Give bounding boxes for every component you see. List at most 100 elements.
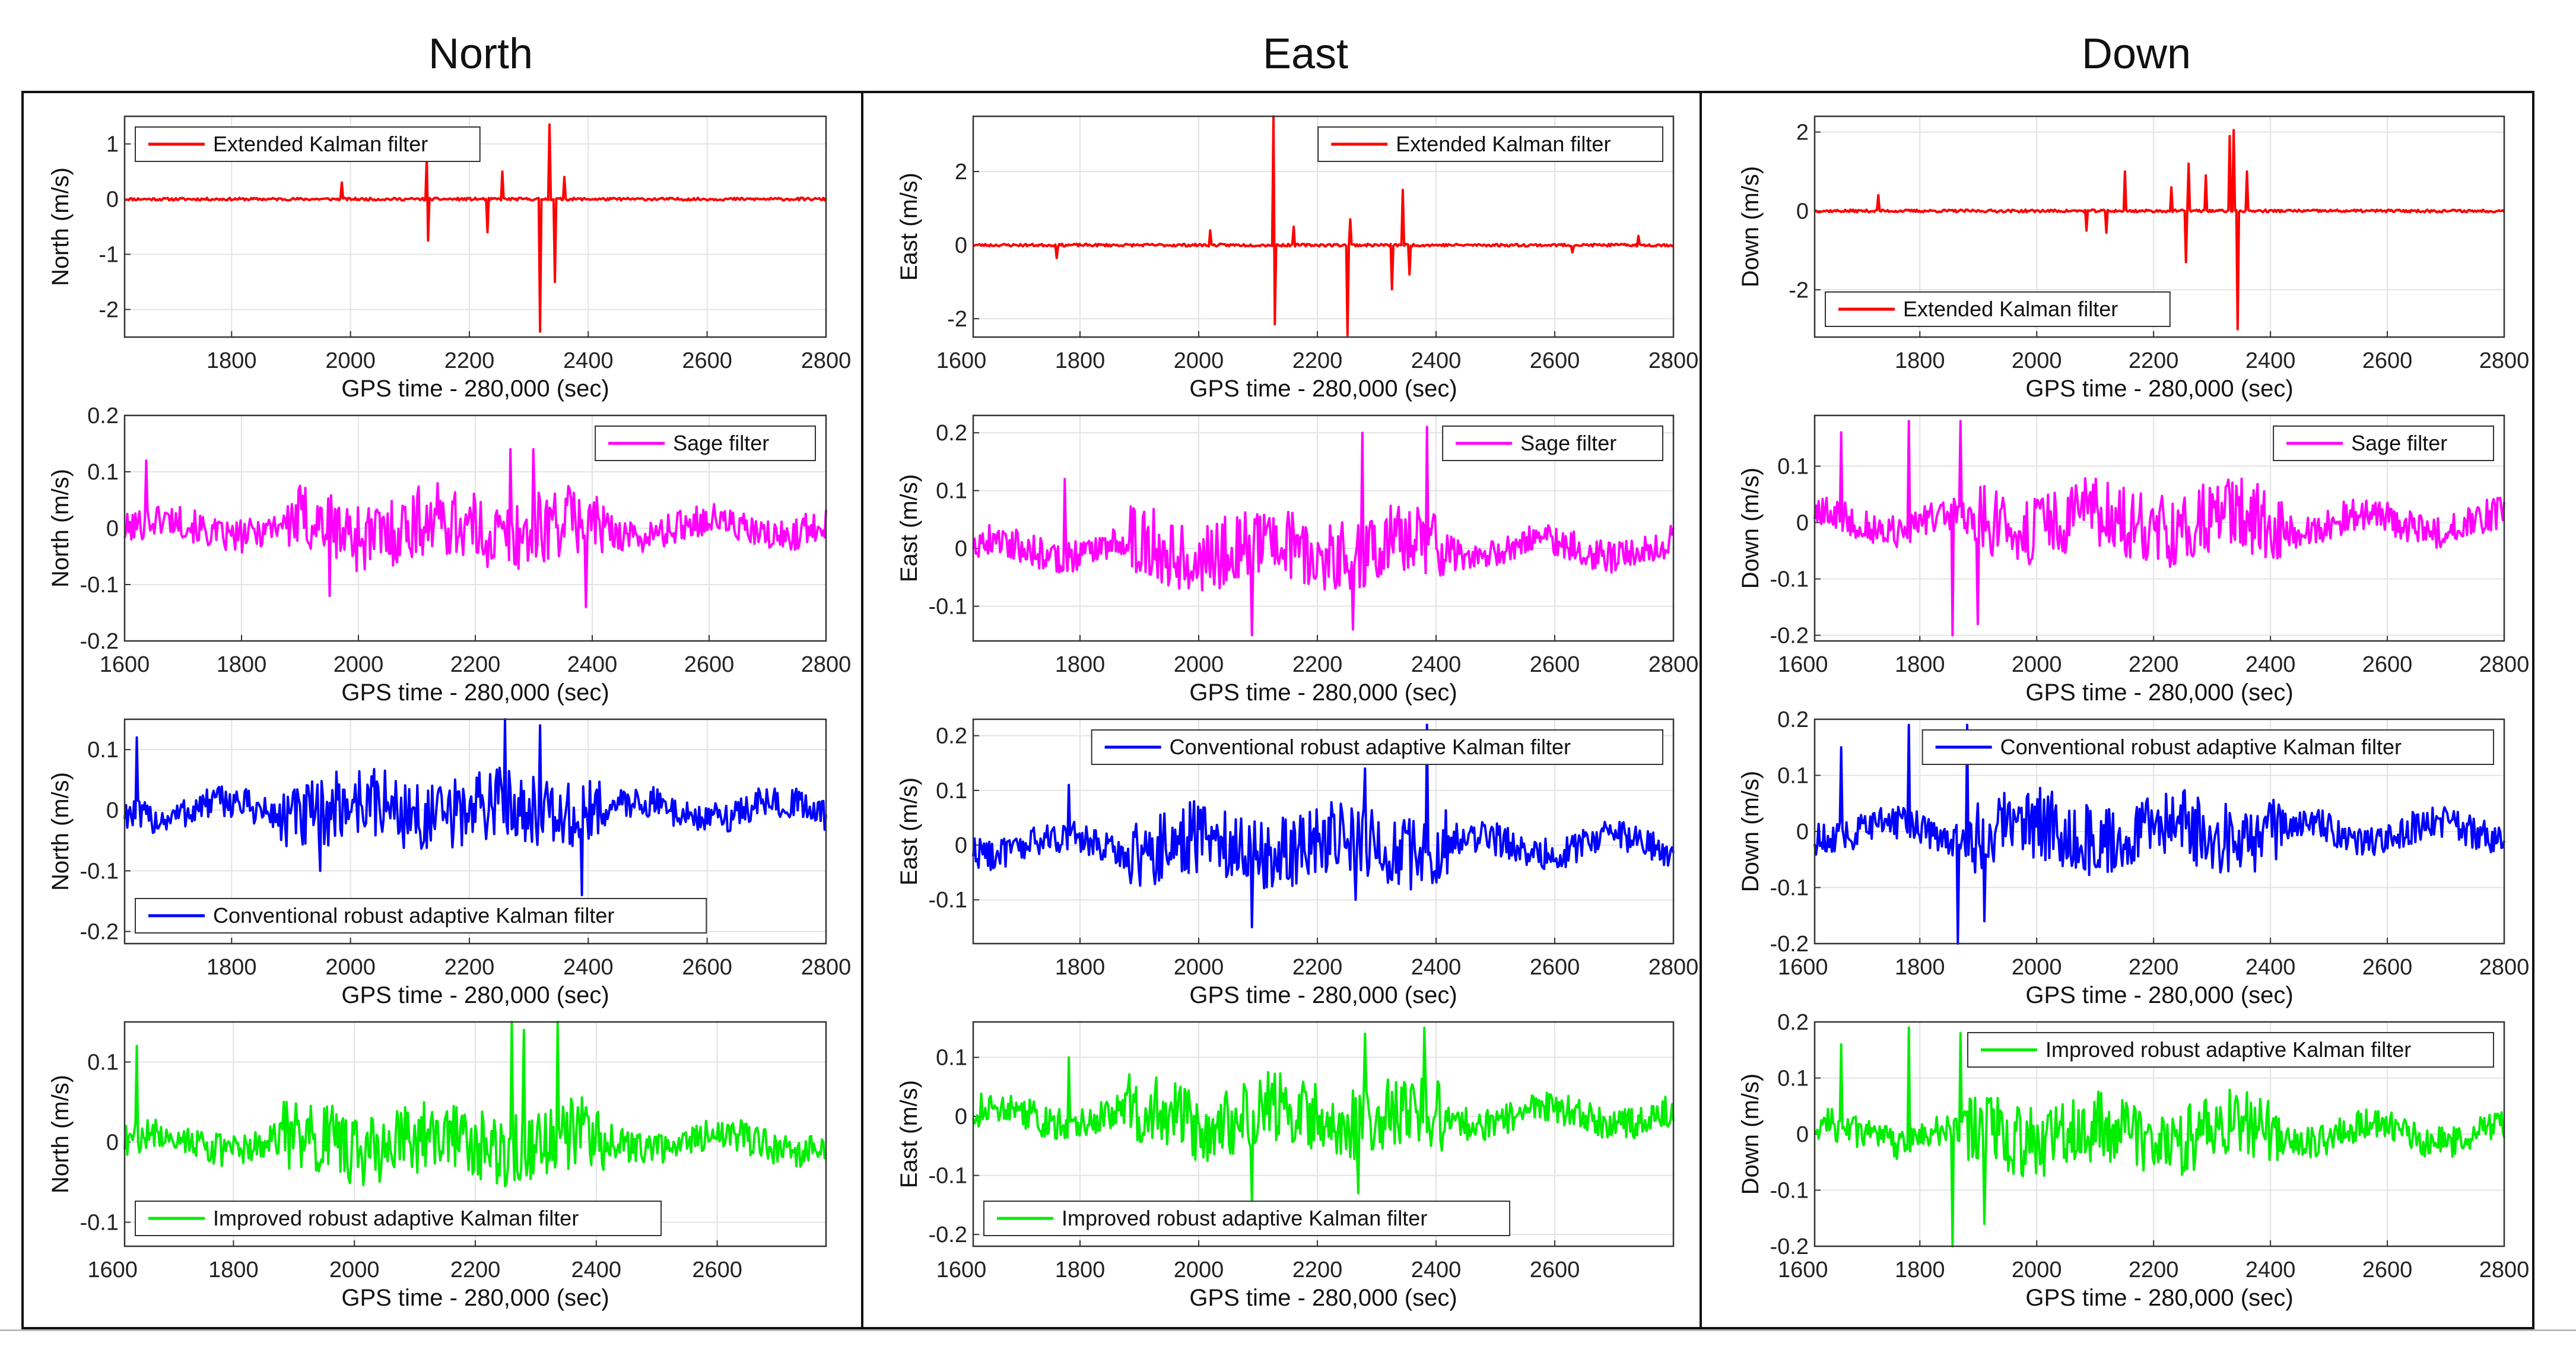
x-tick-label: 1600: [87, 1258, 138, 1282]
series-line: [123, 718, 827, 897]
y-tick-label: -2: [99, 298, 119, 323]
chart-panel-north-0: 1800 2000 2200 2400 2600 2800 -2 -1 0 1 GPS time -…: [47, 115, 852, 402]
x-tick-label: 2600: [1530, 1258, 1580, 1282]
y-axis-label: East (m/s): [896, 173, 922, 281]
y-tick-label: 0.1: [1777, 764, 1809, 789]
series-line: [972, 723, 1675, 929]
x-tick-label: 2200: [2129, 348, 2179, 373]
axes-box: [972, 1021, 1675, 1247]
column-divider: [1700, 91, 1702, 1329]
x-tick-label: 2200: [2129, 1258, 2179, 1282]
x-tick-label: 2400: [1411, 348, 1462, 373]
chart-panel-north-2: 1800 2000 2200 2400 2600 2800 -0.2 -0.1 0 0.1 GPS …: [47, 718, 851, 1008]
x-tick-label: 1600: [1778, 652, 1828, 677]
y-tick-label: 0.2: [87, 404, 119, 428]
x-tick-label: 1600: [1778, 1258, 1828, 1282]
x-tick-label: 2800: [801, 652, 852, 677]
y-tick-label: 0.1: [87, 460, 119, 485]
y-tick-label: -0.1: [80, 573, 119, 598]
y-tick-label: -2: [947, 307, 967, 332]
legend-box: [1967, 1032, 2494, 1068]
series-line: [1813, 129, 2505, 331]
x-tick-label: 1800: [207, 348, 257, 373]
x-tick-label: 2000: [325, 348, 376, 373]
legend-label: Sage filter: [1520, 431, 1616, 455]
x-tick-label: 2800: [1648, 348, 1699, 373]
x-tick-label: 2800: [2479, 348, 2530, 373]
chart-panel-down-2: 1600 1800 2000 2200 2400 2600 2800 -0.2 -0.1 0 0.1…: [1738, 707, 2529, 1008]
legend-label: Improved robust adaptive Kalman filter: [2045, 1037, 2411, 1062]
x-tick-label: 2200: [2129, 652, 2179, 677]
y-tick-label: -0.1: [929, 888, 967, 913]
y-tick-label: 0: [106, 188, 119, 212]
y-tick-label: 0.2: [1777, 707, 1809, 732]
series-line: [123, 448, 827, 608]
column-title-east: East: [1262, 30, 1349, 78]
series-line: [973, 115, 1675, 336]
legend-box: [135, 1201, 662, 1236]
y-tick-label: 2: [1796, 120, 1809, 145]
y-tick-label: 0: [1796, 511, 1809, 536]
x-tick-label: 1800: [207, 955, 257, 980]
series-line: [124, 123, 827, 333]
y-axis-label: Down (m/s): [1738, 468, 1764, 589]
y-tick-label: 0.1: [1777, 455, 1809, 480]
x-tick-label: 2600: [2362, 955, 2413, 980]
chart-panel-down-1: 1600 1800 2000 2200 2400 2600 2800 -0.2 -0.1 0 0.1…: [1738, 414, 2530, 706]
y-tick-label: -0.2: [929, 1223, 967, 1247]
x-axis-label: GPS time - 280,000 (sec): [1189, 376, 1457, 402]
legend-label: Sage filter: [673, 431, 769, 455]
axes-box: [1813, 414, 2505, 642]
y-tick-label: 2: [955, 160, 967, 185]
x-tick-label: 2000: [2012, 955, 2062, 980]
y-tick-label: -0.1: [929, 595, 967, 620]
chart-panel-north-3: 1600 1800 2000 2200 2400 2600 -0.1 0 0.1 GPS time…: [47, 1021, 827, 1311]
legend-box: [135, 126, 481, 162]
x-tick-label: 2000: [1174, 955, 1224, 980]
x-tick-label: 2400: [2245, 955, 2296, 980]
x-tick-label: 1800: [1895, 652, 1945, 677]
x-axis-label: GPS time - 280,000 (sec): [341, 1285, 609, 1311]
y-axis-label: North (m/s): [47, 1075, 74, 1193]
legend-label: Conventional robust adaptive Kalman filt…: [213, 903, 614, 928]
x-tick-label: 2800: [2479, 652, 2530, 677]
y-tick-label: 0.2: [1777, 1010, 1809, 1035]
x-tick-label: 2400: [563, 348, 614, 373]
x-tick-label: 2200: [450, 652, 501, 677]
x-tick-label: 2200: [2129, 955, 2179, 980]
chart-panel-east-3: 1600 1800 2000 2200 2400 2600 -0.2 -0.1 0 0.1 GPS …: [896, 1021, 1675, 1311]
x-tick-label: 2800: [801, 348, 852, 373]
x-tick-label: 2000: [2012, 348, 2062, 373]
x-axis-label: GPS time - 280,000 (sec): [341, 680, 609, 706]
series-line: [1813, 723, 2505, 945]
x-tick-label: 2200: [444, 348, 495, 373]
figure-frame: [21, 91, 2534, 1329]
y-tick-label: 0: [106, 1131, 119, 1155]
x-tick-label: 2800: [2479, 955, 2530, 980]
x-tick-label: 2600: [682, 955, 732, 980]
series-line: [1813, 1026, 2505, 1247]
bottom-rule: [0, 1329, 2576, 1331]
x-tick-label: 2400: [2245, 1258, 2296, 1282]
x-tick-label: 1800: [1895, 1258, 1945, 1282]
legend-label: Improved robust adaptive Kalman filter: [213, 1206, 579, 1230]
y-tick-label: -0.2: [80, 920, 119, 945]
legend-box: [135, 898, 707, 934]
y-axis-label: North (m/s): [47, 469, 74, 588]
x-tick-label: 1800: [1055, 348, 1106, 373]
chart-panel-down-0: 1800 2000 2200 2400 2600 2800 -2 0 2 GPS time - 2…: [1738, 115, 2530, 402]
series-line: [972, 426, 1675, 637]
x-tick-label: 2000: [325, 955, 376, 980]
y-tick-label: 0.2: [936, 724, 967, 749]
legend-label: Conventional robust adaptive Kalman filt…: [1170, 735, 1571, 759]
x-tick-label: 2000: [2012, 652, 2062, 677]
x-tick-label: 2600: [2362, 1258, 2413, 1282]
x-axis-label: GPS time - 280,000 (sec): [341, 376, 609, 402]
x-tick-label: 2600: [684, 652, 735, 677]
x-axis-label: GPS time - 280,000 (sec): [1189, 1285, 1457, 1311]
x-tick-label: 2600: [692, 1258, 742, 1282]
x-tick-label: 2200: [1292, 652, 1343, 677]
x-tick-label: 2600: [682, 348, 732, 373]
x-tick-label: 2600: [2362, 652, 2413, 677]
y-tick-label: -0.2: [80, 629, 119, 654]
